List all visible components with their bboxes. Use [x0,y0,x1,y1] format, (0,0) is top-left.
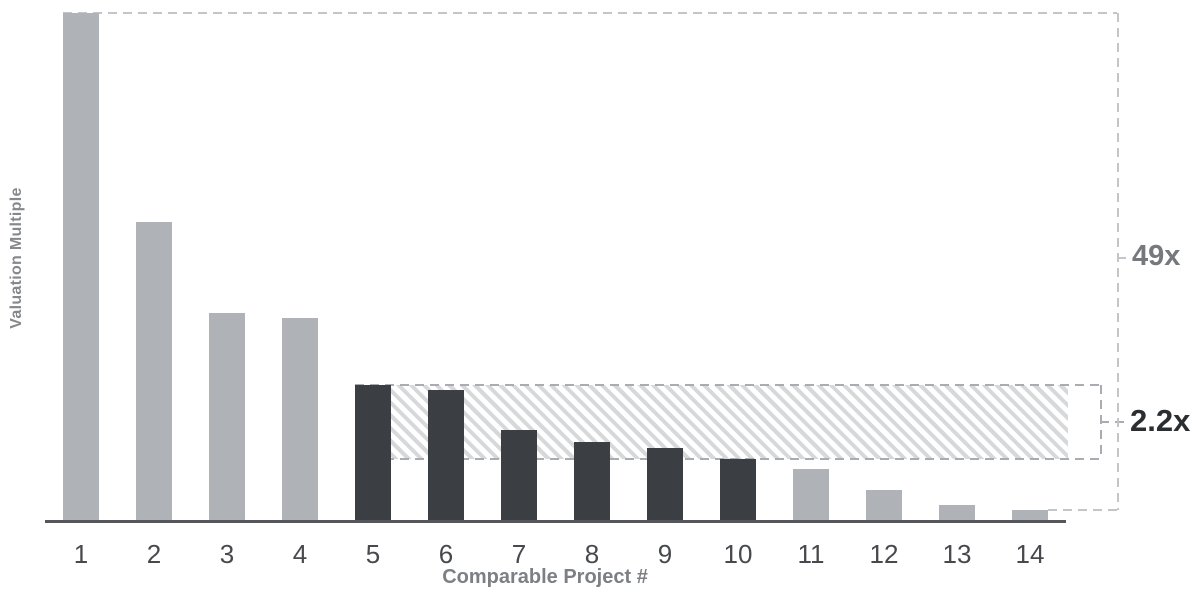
band-hatch-region [355,385,1068,459]
x-tick-label-5: 5 [365,539,381,569]
bar-2 [136,222,172,521]
band-ratio-annotation: 2.2x [1130,403,1191,438]
bar-10 [720,459,756,521]
bar-1 [63,13,99,521]
bar-12 [866,490,902,521]
x-axis-title: Comparable Project # [442,566,648,588]
x-tick-label-4: 4 [292,539,308,569]
x-tick-label-12: 12 [869,539,899,569]
band-ratio-tick [1100,421,1126,423]
band-top-dashed-border [355,384,1102,386]
x-tick-label-11: 11 [797,539,825,569]
bar-8 [574,442,610,521]
right-dashed-guide [1117,13,1119,510]
high-low-ratio-annotation: 49x [1132,240,1181,272]
bar-9 [647,448,683,521]
x-tick-label-1: 1 [73,539,89,569]
x-tick-label-7: 7 [511,539,527,569]
x-tick-label-13: 13 [942,539,972,569]
x-tick-label-3: 3 [219,539,235,569]
bar-11 [793,469,829,521]
bar-13 [939,505,975,521]
x-tick-label-14: 14 [1015,539,1045,569]
bar-14 [1012,510,1048,521]
x-axis-line [45,520,1066,523]
bar-5 [355,385,391,521]
x-tick-label-6: 6 [438,539,454,569]
bar-6 [428,390,464,521]
high-low-ratio-tick [1117,257,1129,259]
top-dashed-guide [63,12,1117,14]
x-tick-label-8: 8 [584,539,600,569]
x-tick-label-9: 9 [657,539,673,569]
bottom-dashed-guide [1048,509,1119,511]
bar-7 [501,430,537,521]
bar-4 [282,318,318,521]
x-tick-label-2: 2 [146,539,162,569]
y-axis-label: Valuation Multiple [8,187,25,329]
bar-3 [209,313,245,521]
x-tick-label-10: 10 [723,539,753,569]
